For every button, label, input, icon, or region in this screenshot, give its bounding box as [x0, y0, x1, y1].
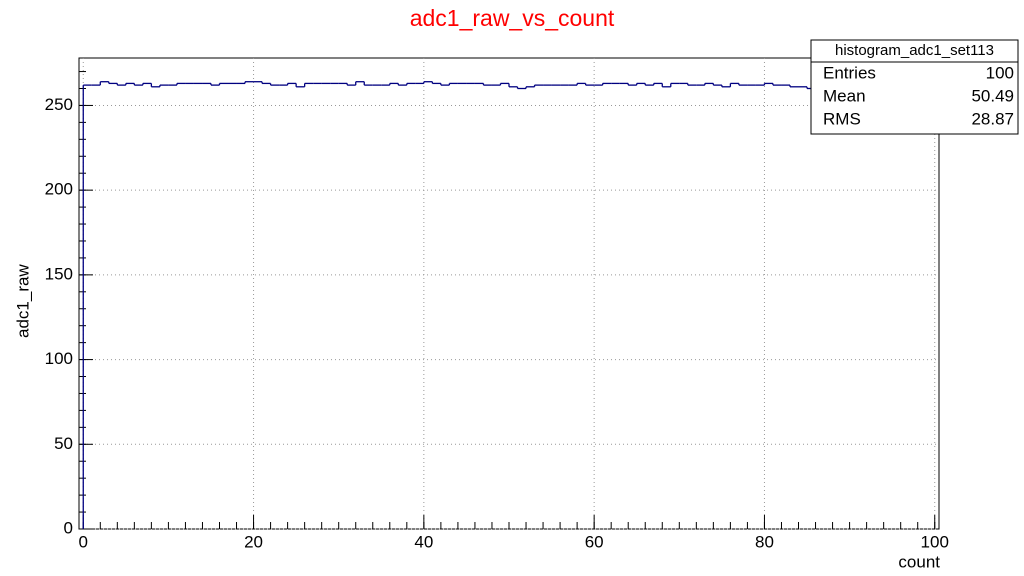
stats-value: 50.49 [971, 86, 1014, 105]
stats-box [810, 39, 1019, 135]
y-tick-label: 150 [45, 264, 73, 283]
stats-label: Entries [823, 63, 876, 82]
x-tick-label: 0 [79, 532, 88, 551]
stats-value: 100 [986, 63, 1014, 82]
stats-label: RMS [823, 109, 861, 128]
y-tick-label: 100 [45, 349, 73, 368]
stats-title: histogram_adc1_set113 [835, 42, 994, 59]
y-axis-label: adc1_raw [13, 264, 32, 338]
y-tick-label: 0 [64, 518, 73, 537]
stats-label: Mean [823, 86, 866, 105]
x-tick-label: 60 [585, 532, 604, 551]
x-axis-label: count [898, 552, 940, 571]
y-tick-label: 50 [54, 434, 73, 453]
stats-value: 28.87 [971, 109, 1014, 128]
chart-title: adc1_raw_vs_count [410, 5, 615, 31]
frame [78, 57, 940, 530]
x-tick-label: 80 [755, 532, 774, 551]
y-tick-label: 200 [45, 180, 73, 199]
x-tick-label: 20 [244, 532, 263, 551]
x-tick-label: 100 [921, 532, 949, 551]
y-tick-label: 250 [45, 95, 73, 114]
x-tick-label: 40 [414, 532, 433, 551]
